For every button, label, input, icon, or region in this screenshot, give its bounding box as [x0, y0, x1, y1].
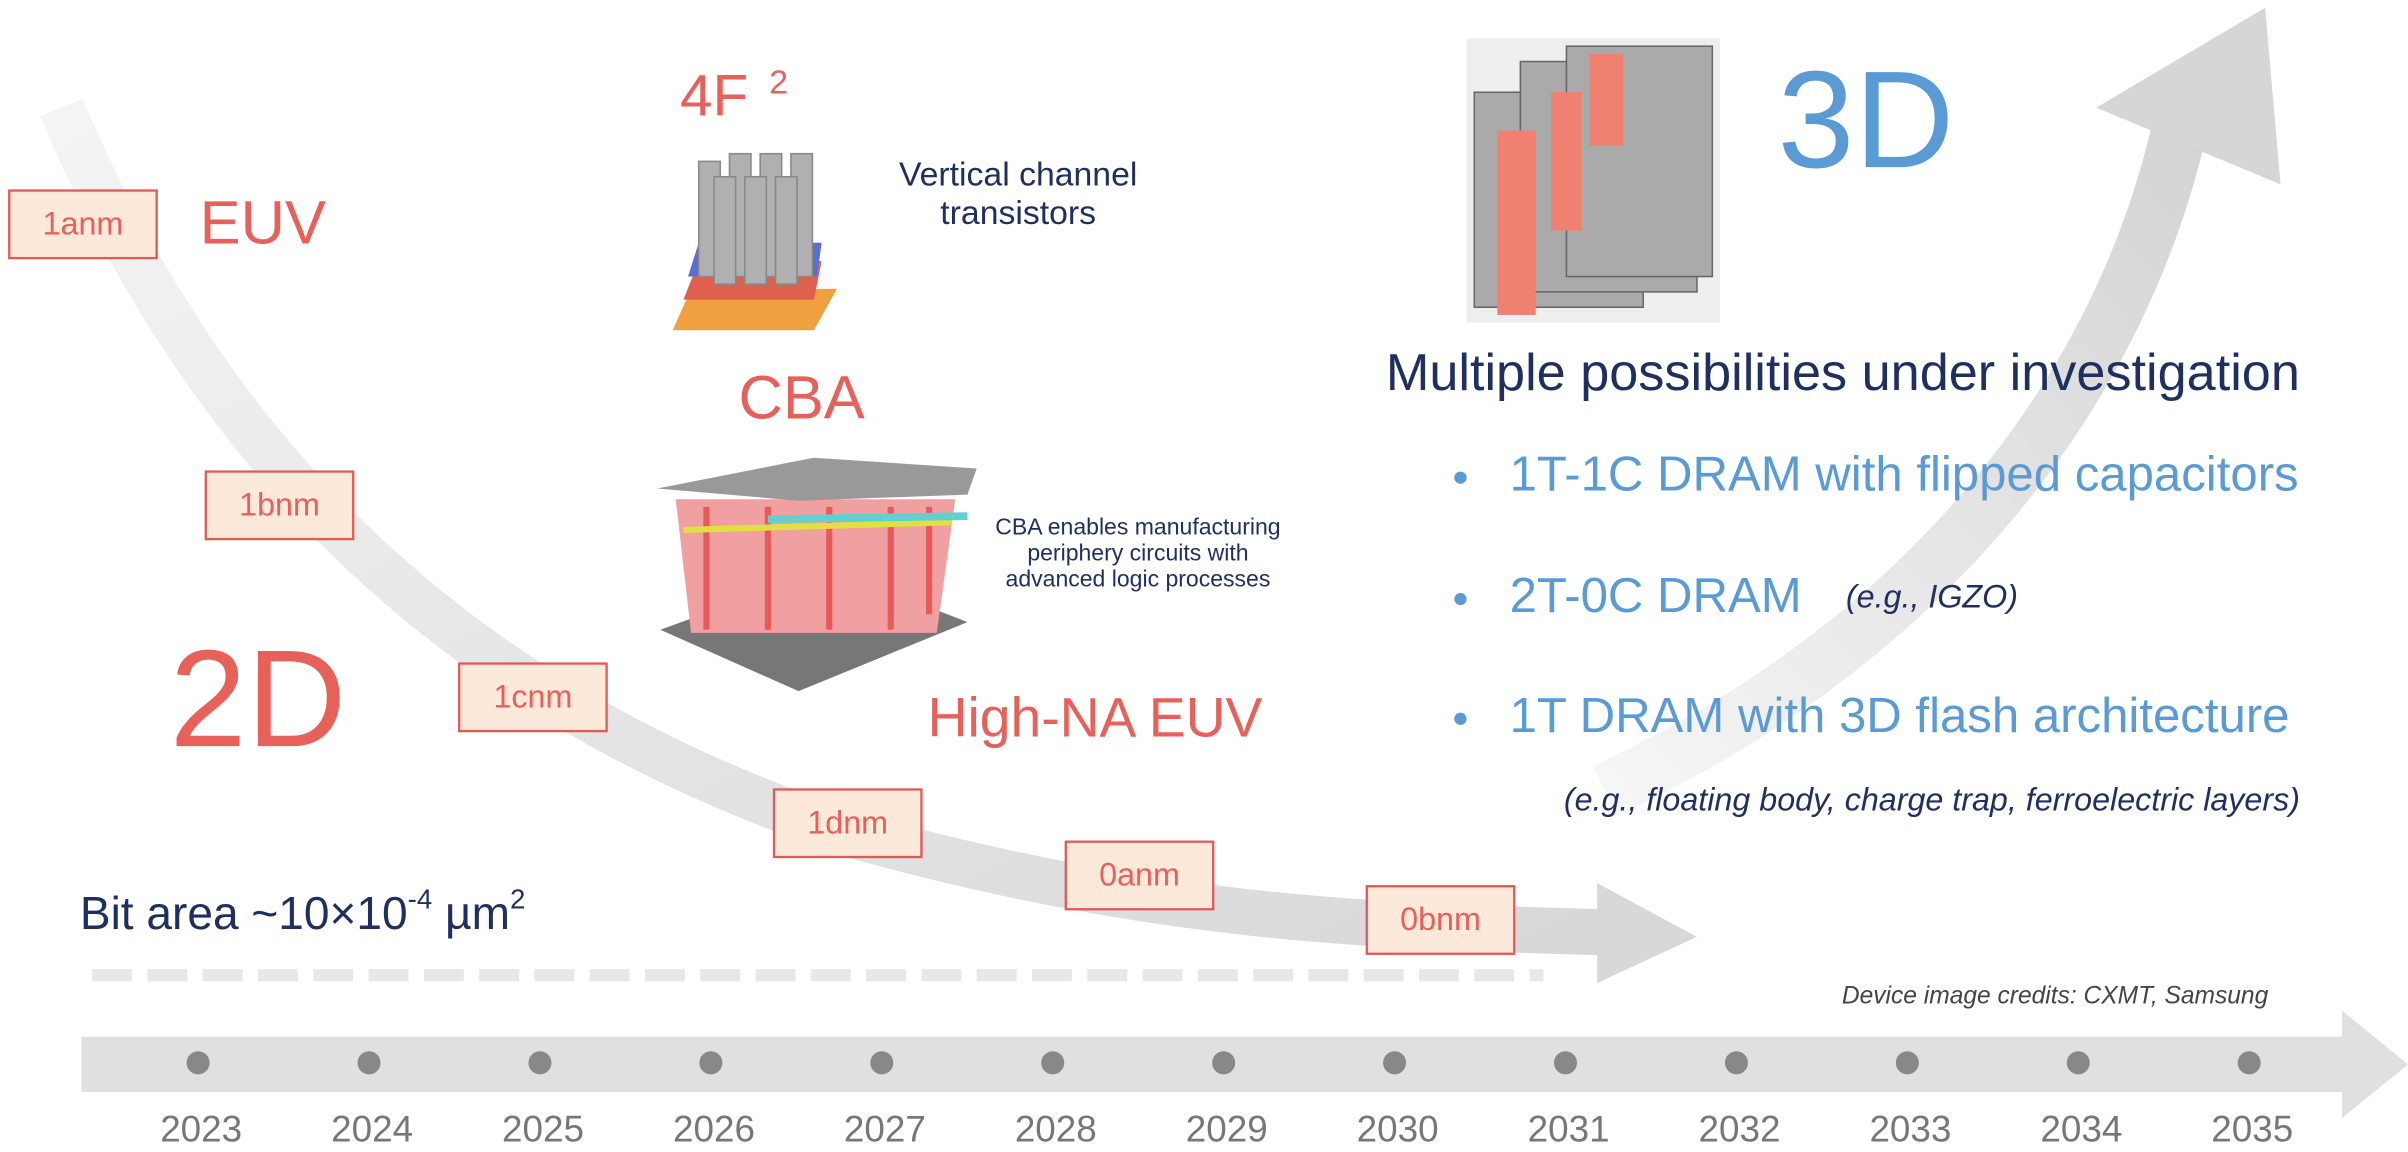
timeline-dot: [357, 1051, 381, 1075]
bit-area-unit-exponent: 2: [510, 884, 525, 915]
node-box: [1064, 840, 1215, 911]
year-label: 2029: [1186, 1109, 1268, 1150]
vertical-channel-label: Vertical channel: [899, 156, 1137, 194]
cba-note: advanced logic processes: [1006, 566, 1271, 592]
bullet-dot: [1454, 712, 1467, 725]
node-label: 1anm: [43, 205, 124, 241]
bit-area-unit: µm: [432, 887, 510, 939]
bullet-text: 2T-0C DRAM: [1510, 569, 1802, 623]
3d-dram-image: [1466, 38, 1720, 323]
year-label: 2026: [673, 1109, 755, 1150]
timeline-dot: [870, 1051, 894, 1075]
bullet-text: 1T-1C DRAM with flipped capacitors: [1510, 448, 2299, 502]
year-label: 2032: [1699, 1109, 1781, 1150]
rising-arrow: [1593, 116, 2208, 817]
timeline-dot: [2066, 1051, 2090, 1075]
year-label: 2025: [502, 1109, 584, 1150]
3d-label: 3D: [1778, 43, 1955, 197]
node-label: 0anm: [1099, 857, 1180, 893]
timeline-dot: [1553, 1051, 1578, 1075]
timeline-dot: [1383, 1051, 1407, 1075]
vertical-transistor-image: [672, 152, 837, 331]
4f-superscript: 2: [769, 63, 788, 101]
node-box: [1365, 885, 1516, 955]
year-label: 2028: [1015, 1109, 1097, 1150]
high-na-label: High-NA EUV: [928, 687, 1263, 749]
timeline-dot: [2237, 1051, 2261, 1075]
timeline-dot: [1895, 1051, 1919, 1075]
cba-image: [657, 457, 977, 692]
multiple-label: Multiple possibilities under investigati…: [1386, 344, 2300, 402]
bit-area-main: Bit area ~10×10: [80, 887, 408, 939]
timeline-dot: [1212, 1051, 1236, 1075]
timeline-dot: [1041, 1051, 1065, 1075]
node-label: 1dnm: [807, 804, 888, 840]
bullet-text: 1T DRAM with 3D flash architecture: [1510, 689, 2290, 743]
bullet-dot: [1454, 592, 1467, 606]
node-label: 0bnm: [1400, 901, 1481, 937]
year-label: 2027: [844, 1109, 926, 1150]
bullet-inline-note: (e.g., IGZO): [1846, 579, 2018, 615]
node-label: 1cnm: [493, 678, 572, 714]
scaling-arrowhead: [1597, 883, 1697, 983]
node-box: [204, 470, 355, 541]
node-box: [772, 788, 923, 859]
credits: Device image credits: CXMT, Samsung: [1842, 982, 2269, 1009]
year-label: 2033: [1869, 1109, 1951, 1150]
node-label: 1bnm: [239, 486, 320, 522]
cba-note: periphery circuits with: [1027, 540, 1248, 566]
timeline-dot: [528, 1051, 552, 1075]
vertical-channel-label: transistors: [940, 194, 1096, 232]
timeline-dot: [699, 1051, 723, 1075]
bullet-dot: [1454, 471, 1467, 484]
year-label: 2034: [2040, 1109, 2122, 1150]
year-label: 2035: [2211, 1109, 2293, 1150]
node-box: [458, 662, 608, 733]
bullet-note: (e.g., floating body, charge trap, ferro…: [1564, 781, 2300, 817]
timeline-arrowhead: [2341, 1010, 2408, 1119]
node-box: [8, 189, 158, 260]
year-label: 2023: [160, 1109, 242, 1150]
bit-area-exponent: -4: [408, 884, 433, 915]
bit-area-label: Bit area ~10×10-4 µm2: [80, 884, 526, 939]
year-label: 2031: [1528, 1109, 1610, 1150]
4f-label: 4F: [680, 63, 748, 128]
cba-note: CBA enables manufacturing: [995, 513, 1280, 539]
year-label: 2030: [1357, 1109, 1439, 1150]
2d-label: 2D: [170, 622, 347, 776]
timeline-dot: [1724, 1051, 1748, 1075]
cba-label: CBA: [739, 364, 865, 433]
euv-label: EUV: [200, 189, 326, 258]
year-label: 2024: [331, 1109, 413, 1150]
rising-arrowhead: [2096, 7, 2281, 185]
timeline-dot: [186, 1051, 210, 1075]
